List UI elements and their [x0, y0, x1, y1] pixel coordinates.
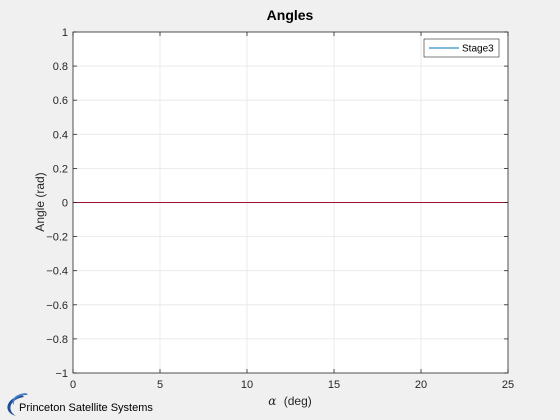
y-tick-label: 0.4	[53, 129, 68, 141]
x-tick-labels: 0 5 10 15 20 25	[70, 379, 514, 391]
x-tick-label: 0	[70, 379, 76, 391]
x-tick-label: 15	[328, 379, 340, 391]
x-axis-label: α (deg)	[268, 394, 311, 408]
y-tick-label: 1	[62, 27, 68, 39]
y-tick-label: −0.4	[46, 266, 68, 278]
chart-title: Angles	[267, 7, 314, 23]
y-tick-labels: −1 −0.8 −0.6 −0.4 −0.2 0 0.2 0.4 0.6 0.8 1	[46, 27, 68, 380]
y-tick-label: −0.2	[46, 232, 68, 244]
y-tick-label: −0.6	[46, 300, 68, 312]
x-tick-label: 25	[502, 379, 514, 391]
y-tick-label: 0.2	[53, 163, 68, 175]
company-logo: Princeton Satellite Systems	[7, 393, 153, 416]
legend: Stage3	[423, 38, 500, 58]
y-tick-label: 0.8	[53, 61, 68, 73]
swoosh-logo-icon	[7, 395, 25, 416]
y-axis-label: Angle (rad)	[33, 172, 47, 231]
x-axis-label-symbol: α	[268, 394, 276, 408]
y-tick-label: −0.8	[46, 334, 68, 346]
y-tick-label: −1	[55, 368, 68, 380]
y-tick-label: 0	[62, 198, 68, 210]
legend-box	[423, 38, 500, 58]
x-tick-label: 10	[241, 379, 253, 391]
x-tick-label: 5	[157, 379, 163, 391]
logo-text: Princeton Satellite Systems	[19, 402, 153, 414]
tick-marks	[72, 31, 509, 374]
y-tick-label: 0.6	[53, 95, 68, 107]
legend-label-stage3: Stage3	[462, 44, 494, 55]
x-axis-label-unit: (deg)	[284, 394, 312, 408]
swoosh-logo-icon-accent	[12, 393, 28, 405]
x-tick-label: 20	[415, 379, 427, 391]
